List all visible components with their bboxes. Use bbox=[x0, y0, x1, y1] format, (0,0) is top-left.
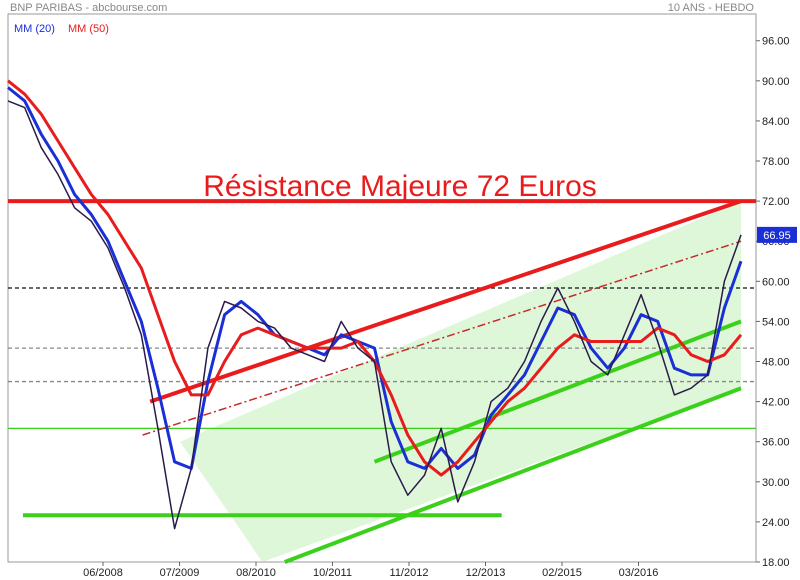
y-tick-label: 18.00 bbox=[762, 557, 790, 569]
y-tick-label: 90.00 bbox=[762, 76, 790, 88]
period-label: 10 ANS - HEBDO bbox=[667, 2, 754, 14]
x-tick-label: 12/2013 bbox=[466, 567, 506, 579]
y-tick-label: 96.00 bbox=[762, 36, 790, 48]
x-tick-label: 03/2016 bbox=[619, 567, 659, 579]
y-tick-label: 78.00 bbox=[762, 156, 790, 168]
last-price-label: 66.95 bbox=[763, 230, 791, 242]
resistance-annotation: Résistance Majeure 72 Euros bbox=[203, 170, 597, 203]
x-tick-label: 07/2009 bbox=[160, 567, 200, 579]
y-tick-label: 54.00 bbox=[762, 316, 790, 328]
trend-line bbox=[142, 240, 742, 436]
y-tick-label: 60.00 bbox=[762, 276, 790, 288]
x-tick-label: 06/2008 bbox=[83, 567, 123, 579]
ma20-line bbox=[7, 86, 743, 470]
y-tick-label: 24.00 bbox=[762, 517, 790, 529]
trend-line bbox=[284, 386, 742, 564]
x-tick-label: 10/2011 bbox=[313, 567, 352, 579]
price-line bbox=[7, 100, 742, 530]
trend-line bbox=[373, 319, 742, 464]
channel-fill bbox=[180, 201, 742, 562]
last-price-badge bbox=[757, 226, 797, 243]
x-tick-label: 11/2012 bbox=[390, 567, 429, 579]
y-tick-label: 30.00 bbox=[762, 477, 790, 489]
chart-title: BNP PARIBAS - abcbourse.com bbox=[10, 2, 168, 14]
y-tick-label: 72.00 bbox=[762, 196, 790, 208]
x-tick-label: 02/2015 bbox=[542, 567, 582, 579]
y-tick-label: 48.00 bbox=[762, 357, 790, 369]
legend-ma50: MM (50) bbox=[68, 23, 109, 35]
trend-line bbox=[149, 199, 742, 404]
x-tick-label: 08/2010 bbox=[236, 567, 276, 579]
y-tick-label: 42.00 bbox=[762, 397, 790, 409]
y-tick-label: 36.00 bbox=[762, 437, 790, 449]
legend-ma20: MM (20) bbox=[14, 23, 55, 35]
y-tick-label: 84.00 bbox=[762, 116, 790, 128]
